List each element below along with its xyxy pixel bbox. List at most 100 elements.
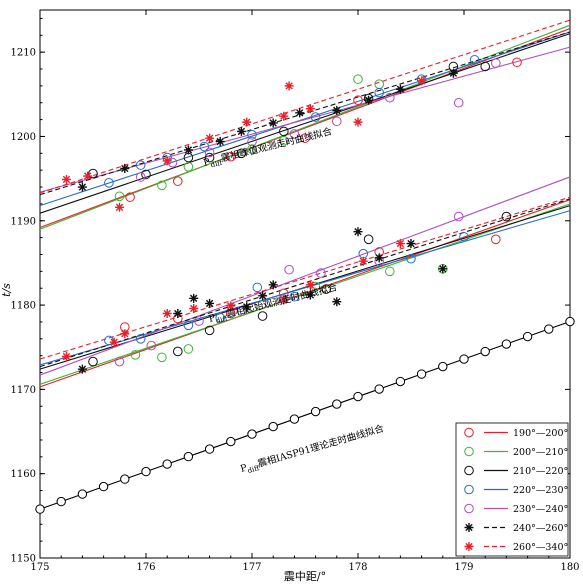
plot-frame xyxy=(39,9,571,559)
peak-point xyxy=(226,151,236,162)
theory-point xyxy=(226,436,236,447)
peak-point xyxy=(183,162,194,172)
onset-point xyxy=(284,264,294,275)
legend-box xyxy=(455,422,569,557)
peak-point xyxy=(289,129,300,139)
y-tick-label: 1160 xyxy=(11,469,36,480)
peak-point xyxy=(247,136,257,147)
legend-marker xyxy=(464,523,474,532)
theory-point xyxy=(98,481,109,492)
fit-line-peak xyxy=(39,31,571,196)
x-tick-label: 180 xyxy=(560,562,579,573)
fit-line-onset xyxy=(39,203,571,385)
peak-point xyxy=(62,174,71,184)
peak-point xyxy=(83,171,93,181)
theory-point xyxy=(332,399,342,409)
peak-point xyxy=(115,202,124,212)
peak-point xyxy=(353,117,363,127)
onset-point xyxy=(279,295,289,305)
theory-point xyxy=(459,354,469,364)
onset-point xyxy=(157,352,167,363)
onset-point xyxy=(268,280,278,290)
peak-point xyxy=(469,54,480,65)
theory-point xyxy=(56,496,66,507)
onset-point xyxy=(109,337,119,347)
fit-line-peak xyxy=(39,33,571,214)
theory-point xyxy=(501,339,512,349)
peak-point xyxy=(353,95,363,106)
fit-line-peak xyxy=(39,31,571,207)
onset-point xyxy=(173,309,183,319)
x-tick-label: 175 xyxy=(30,562,49,573)
onset-point xyxy=(406,239,416,249)
peak-point xyxy=(385,92,395,103)
x-tick-label: 178 xyxy=(348,562,367,573)
onset-point xyxy=(173,346,183,357)
onset-point xyxy=(385,266,395,277)
onset-point xyxy=(204,325,215,336)
legend-marker xyxy=(464,484,474,495)
annotation-prefix: P xyxy=(208,312,217,324)
onset-point xyxy=(257,311,268,321)
annotation-text: 震相峰值观测走时曲线拟合 xyxy=(220,125,334,164)
onset-point xyxy=(183,344,194,354)
theory-point xyxy=(141,466,151,477)
onset-point xyxy=(183,320,194,331)
fit-line-peak xyxy=(39,24,571,230)
peak-point xyxy=(183,145,193,155)
legend: 190°—200° 200°—210° 210°—220° 220°—230° 230°… xyxy=(455,422,569,557)
legend-marker xyxy=(464,503,474,514)
onset-point xyxy=(332,297,342,307)
onset-point xyxy=(252,282,263,293)
onset-point xyxy=(305,290,315,300)
peak-point xyxy=(173,176,183,186)
peak-point xyxy=(310,112,321,122)
fit-line-onset xyxy=(39,196,571,360)
y-tick-label: 1200 xyxy=(11,132,36,143)
x-tick-label: 176 xyxy=(136,562,155,573)
onset-point xyxy=(189,303,199,313)
peak-point xyxy=(364,95,374,105)
theory-point xyxy=(35,504,45,514)
peak-point xyxy=(236,126,246,136)
peak-point xyxy=(284,81,294,91)
peak-point xyxy=(199,141,210,152)
theory-point xyxy=(522,331,533,342)
peak-point xyxy=(305,104,315,114)
onset-point xyxy=(459,231,469,242)
onset-point xyxy=(189,293,199,303)
theory-point xyxy=(353,391,363,402)
theory-point xyxy=(204,444,215,454)
legend-marker xyxy=(464,446,474,457)
legend-label: 240°—260° xyxy=(513,523,568,534)
annotation-subscript: diff xyxy=(210,158,224,169)
peak-point xyxy=(157,180,167,191)
fit-line-onset xyxy=(39,176,571,376)
theory-point xyxy=(395,376,406,387)
peak-point xyxy=(417,76,427,86)
annotation-text: 震相起始观测走时曲线拟合 xyxy=(225,281,339,320)
onset-point xyxy=(258,291,268,301)
onset-point xyxy=(353,227,363,237)
peak-point xyxy=(242,117,252,127)
y-tick-label: 1150 xyxy=(11,554,36,565)
peak-point xyxy=(279,126,289,137)
peak-point xyxy=(268,118,278,128)
onset-point xyxy=(305,280,315,290)
peak-point xyxy=(295,108,305,118)
annotation-prefix: P xyxy=(202,157,211,169)
onset-point xyxy=(358,256,368,266)
y-tick-label: 1180 xyxy=(11,301,36,312)
peak-point xyxy=(453,97,464,108)
peak-point xyxy=(332,105,342,115)
theory-point xyxy=(268,421,278,432)
annotation-subscript: diff xyxy=(247,464,261,475)
y-axis-label: t/s xyxy=(0,283,13,297)
legend-label: 220°—230° xyxy=(513,485,568,496)
peak-point xyxy=(135,160,146,170)
peak-point xyxy=(141,169,151,180)
fit-line-onset xyxy=(39,199,571,388)
peak-point xyxy=(204,152,215,163)
peak-point xyxy=(114,191,125,202)
